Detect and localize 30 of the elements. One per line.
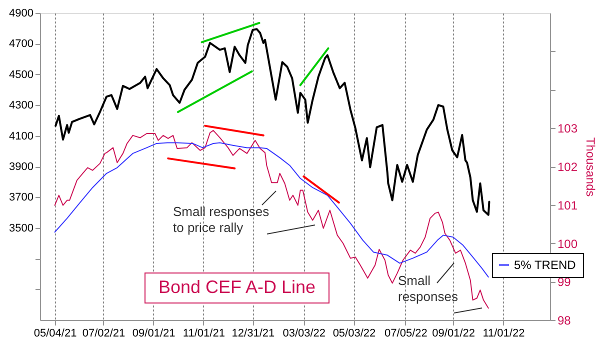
x-tick-label: 05/03/22 — [332, 328, 376, 340]
annotation: Small responses — [398, 273, 458, 304]
x-tick-label: 07/02/21 — [82, 328, 126, 340]
y2-tick-label: 98 — [558, 314, 572, 328]
y-tick-label: 4100 — [9, 130, 34, 142]
y-tick-label: 3500 — [9, 222, 34, 234]
y-tick-label: 4300 — [9, 100, 34, 112]
y2-axis-title: Thousands — [584, 137, 598, 197]
y-tick-label: 3700 — [9, 192, 34, 204]
y-tick-label: 3900 — [9, 161, 34, 173]
line-series — [54, 130, 489, 309]
x-tick-label: 09/01/21 — [132, 328, 176, 340]
x-tick-label: 05/04/21 — [34, 328, 77, 340]
y-tick-label: 4700 — [9, 38, 34, 50]
legend-label: 5% TREND — [514, 258, 576, 272]
y-tick-label: 4900 — [9, 8, 34, 20]
y2-tick-label: 102 — [558, 160, 578, 174]
x-tick-label: 11/01/21 — [182, 328, 225, 340]
annotation: Small responses to price rally — [173, 204, 270, 235]
y2-tick-label: 101 — [558, 198, 578, 212]
y2-tick-label: 100 — [558, 236, 578, 251]
x-tick-label: 07/05/22 — [384, 328, 428, 340]
text: Bond CEF A-D Line — [158, 277, 316, 297]
x-tick-label: 03/03/22 — [282, 328, 326, 340]
x-tick-label: 09/01/22 — [432, 328, 476, 340]
x-tick-label: 12/31/21 — [232, 328, 275, 340]
y2-tick-label: 99 — [558, 275, 572, 290]
y2-tick-label: 103 — [558, 122, 578, 136]
x-tick-label: 11/01/22 — [482, 328, 525, 340]
y-tick-label: 4500 — [9, 68, 34, 81]
